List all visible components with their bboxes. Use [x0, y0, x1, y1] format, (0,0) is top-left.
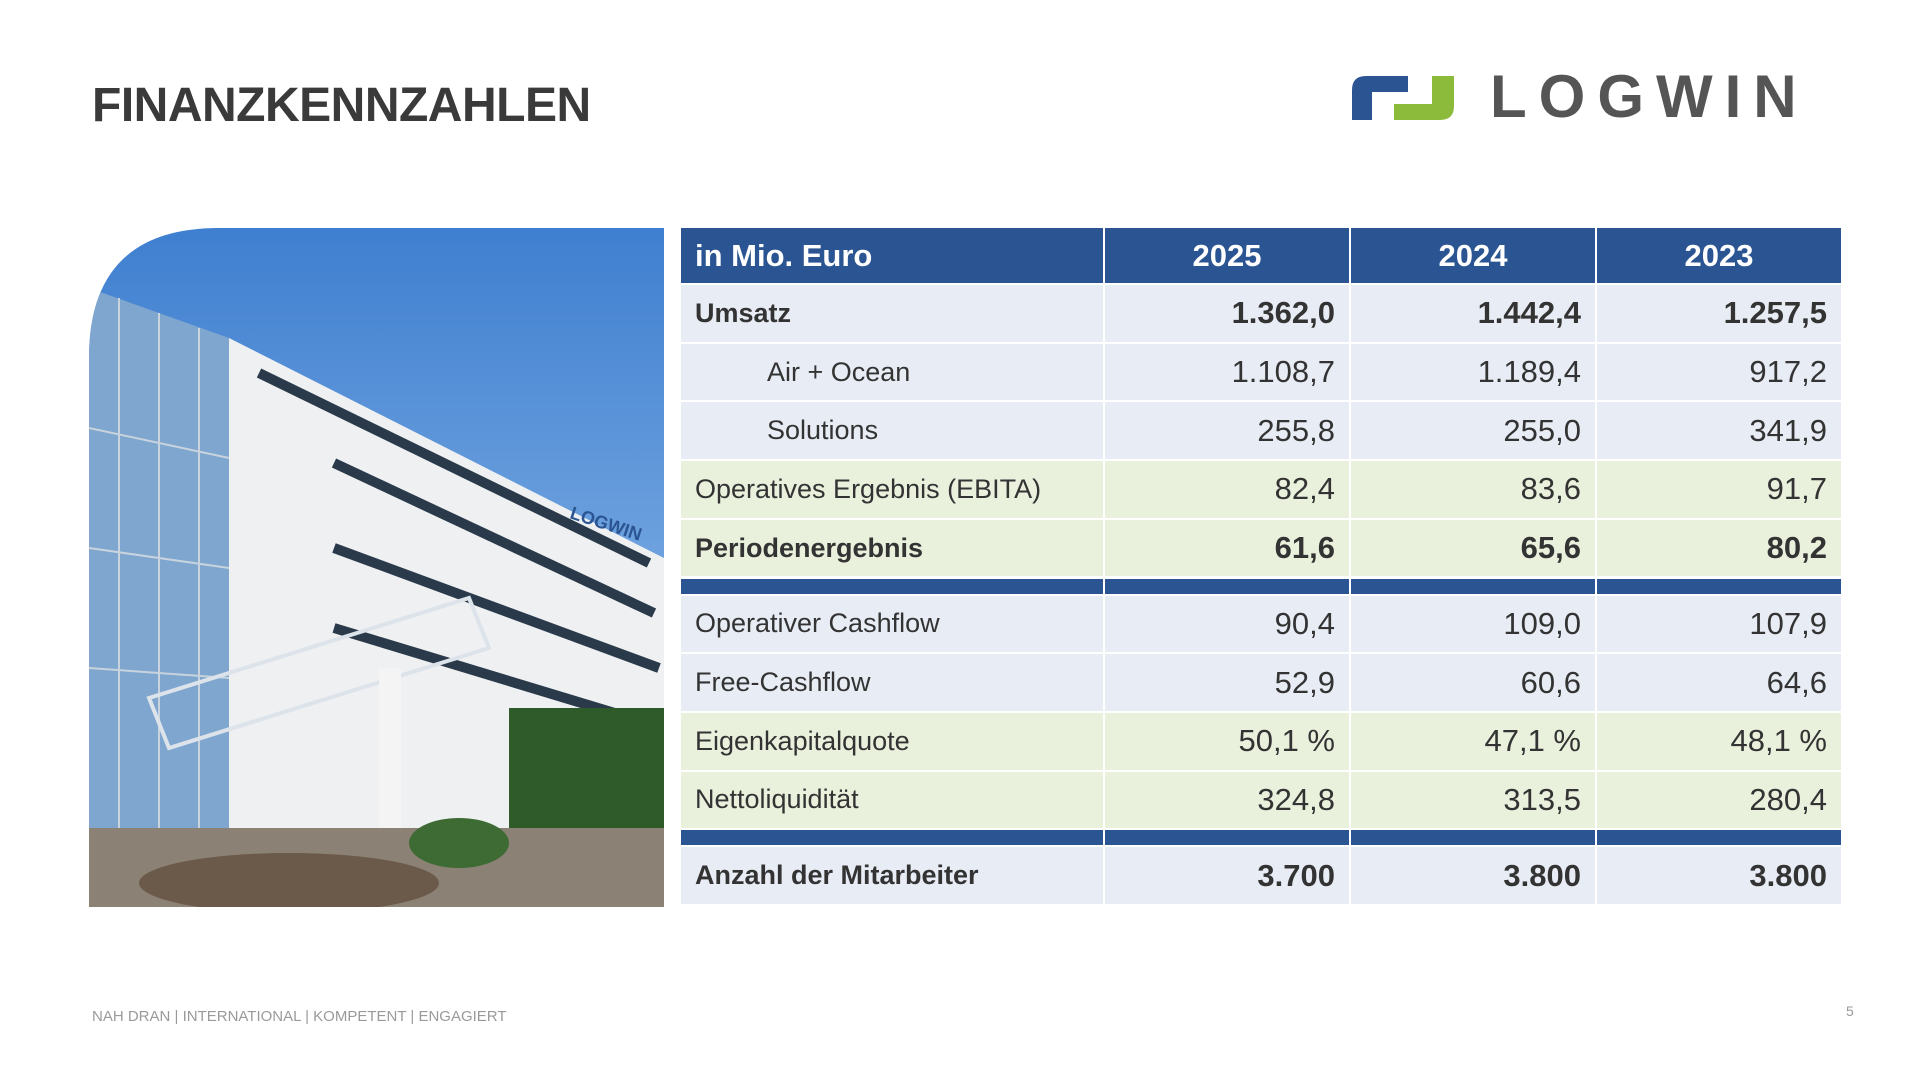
table-cell: 47,1 %	[1351, 712, 1595, 770]
table-cell: 280,4	[1597, 771, 1841, 829]
table-cell: 341,9	[1597, 402, 1841, 460]
table-cell: 324,8	[1105, 771, 1349, 829]
separator	[1351, 578, 1595, 594]
row-label: Anzahl der Mitarbeiter	[681, 847, 1103, 904]
table-cell: 3.800	[1597, 847, 1841, 904]
separator	[681, 578, 1103, 594]
column-header: 2025	[1105, 228, 1349, 283]
column-header: 2023	[1597, 228, 1841, 283]
logo-icon	[1352, 76, 1454, 120]
building-photo: LOGWIN	[89, 228, 664, 907]
row-label: Nettoliquidität	[681, 771, 1103, 829]
table-cell: 255,8	[1105, 402, 1349, 460]
separator	[1351, 830, 1595, 846]
separator	[1597, 578, 1841, 594]
table-cell: 1.442,4	[1351, 285, 1595, 342]
column-header: 2024	[1351, 228, 1595, 283]
row-label: Operatives Ergebnis (EBITA)	[681, 461, 1103, 518]
table-cell: 60,6	[1351, 654, 1595, 711]
table-cell: 91,7	[1597, 461, 1841, 518]
column-header: in Mio. Euro	[681, 228, 1103, 283]
table-cell: 64,6	[1597, 654, 1841, 711]
table-cell: 48,1 %	[1597, 712, 1841, 770]
table-cell: 52,9	[1105, 654, 1349, 711]
row-label: Eigenkapitalquote	[681, 712, 1103, 770]
row-label: Periodenergebnis	[681, 519, 1103, 577]
table-cell: 1.108,7	[1105, 343, 1349, 401]
table-cell: 313,5	[1351, 771, 1595, 829]
table-cell: 61,6	[1105, 519, 1349, 577]
separator	[1105, 578, 1349, 594]
row-label: Operativer Cashflow	[681, 595, 1103, 653]
row-label: Air + Ocean	[681, 343, 1103, 401]
logo-text: LOGWIN	[1490, 63, 1809, 130]
separator	[1105, 830, 1349, 846]
table-cell: 65,6	[1351, 519, 1595, 577]
footer-tagline: NAH DRAN | INTERNATIONAL | KOMPETENT | E…	[92, 1008, 507, 1025]
table-cell: 83,6	[1351, 461, 1595, 518]
slide-title: FINANZKENNZAHLEN	[92, 79, 591, 132]
row-label: Solutions	[681, 402, 1103, 460]
table-cell: 1.362,0	[1105, 285, 1349, 342]
table-cell: 80,2	[1597, 519, 1841, 577]
table-cell: 109,0	[1351, 595, 1595, 653]
separator	[1597, 830, 1841, 846]
table-cell: 1.257,5	[1597, 285, 1841, 342]
table-cell: 917,2	[1597, 343, 1841, 401]
table-cell: 3.800	[1351, 847, 1595, 904]
table-cell: 3.700	[1105, 847, 1349, 904]
table-cell: 50,1 %	[1105, 712, 1349, 770]
page-number: 5	[1846, 1003, 1854, 1019]
row-label: Umsatz	[681, 285, 1103, 342]
table-cell: 90,4	[1105, 595, 1349, 653]
table-cell: 107,9	[1597, 595, 1841, 653]
separator	[681, 830, 1103, 846]
table-cell: 1.189,4	[1351, 343, 1595, 401]
table-cell: 82,4	[1105, 461, 1349, 518]
row-label: Free-Cashflow	[681, 654, 1103, 711]
table-cell: 255,0	[1351, 402, 1595, 460]
